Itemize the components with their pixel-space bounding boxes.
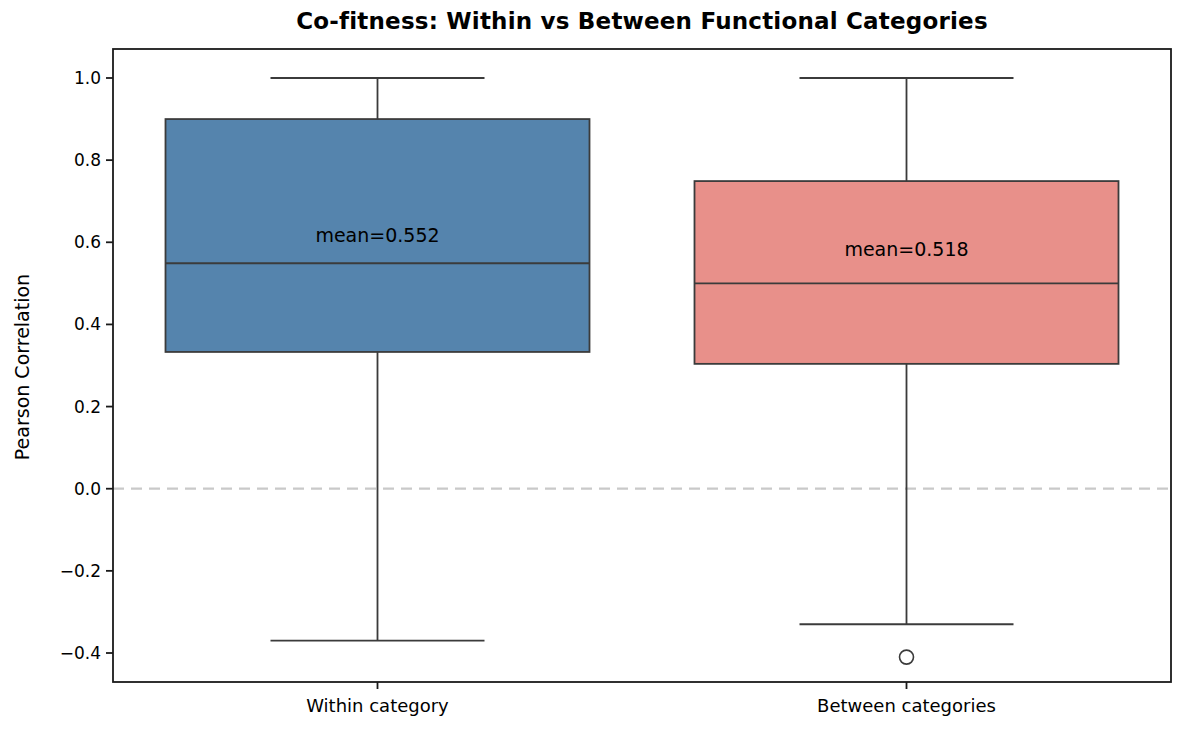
chart-title: Co-fitness: Within vs Between Functional… — [113, 8, 1171, 34]
outlier-marker-between-categories — [900, 650, 914, 664]
x-tick-label-between-categories: Between categories — [817, 695, 996, 716]
y-axis-label: Pearson Correlation — [11, 182, 35, 552]
mean-annotation-within-category: mean=0.552 — [315, 224, 439, 246]
y-tick-label-1.0: 1.0 — [74, 68, 101, 88]
y-tick-label-−0.2: −0.2 — [60, 561, 101, 581]
box-between-categories — [695, 181, 1119, 364]
boxplot-figure: Co-fitness: Within vs Between Functional… — [0, 0, 1186, 733]
y-tick-label-0.0: 0.0 — [74, 479, 101, 499]
y-tick-label-0.8: 0.8 — [74, 150, 101, 170]
y-tick-label-0.4: 0.4 — [74, 314, 101, 334]
y-tick-label-0.2: 0.2 — [74, 397, 101, 417]
y-tick-label-0.6: 0.6 — [74, 232, 101, 252]
mean-annotation-between-categories: mean=0.518 — [844, 238, 968, 260]
boxplot-canvas: mean=0.552 Within category mean=0.518 Betwe… — [0, 0, 1186, 733]
x-tick-label-within-category: Within category — [306, 695, 449, 716]
y-tick-label-−0.4: −0.4 — [60, 643, 101, 663]
